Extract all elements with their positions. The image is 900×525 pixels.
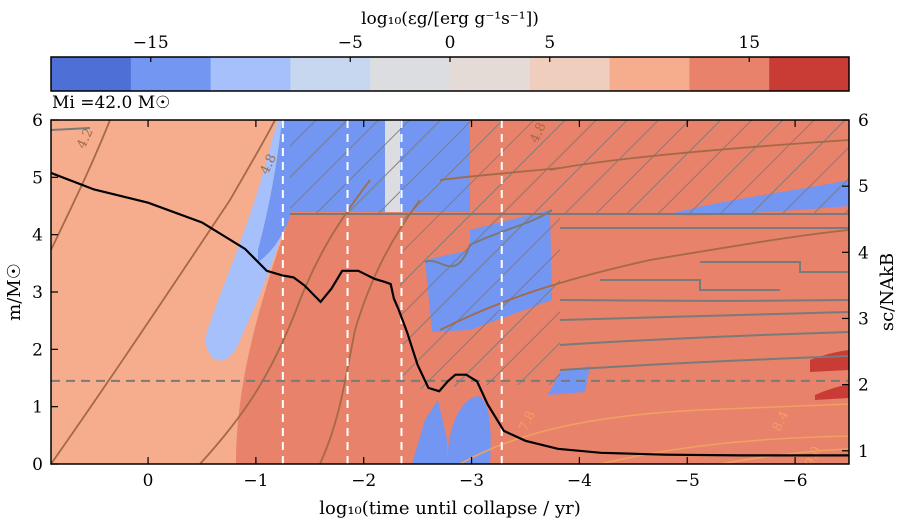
blue-core-left [258, 120, 300, 262]
x-tick-label: 0 [143, 471, 154, 491]
x-tick-label: −4 [567, 471, 592, 491]
blue-bottom-mid [447, 396, 491, 464]
hatched-region [290, 120, 849, 390]
colorbar-segment [51, 57, 132, 91]
colorbar-segment [769, 57, 850, 91]
colorbar-segment [609, 57, 690, 91]
mass-annotation: Mi =42.0 M☉ [52, 93, 170, 113]
colorbar-segment [450, 57, 531, 91]
colorbar-tick-label: 0 [445, 33, 456, 53]
red-core-low [815, 384, 849, 400]
colorbar-tick-label: 5 [544, 33, 555, 53]
y-tick-label: 2 [32, 340, 43, 360]
orange-contours [459, 403, 849, 464]
y-axis-label: m/M☉ [4, 263, 25, 321]
contour-label: 9.0 [802, 444, 824, 469]
colorbar-tick-label: 15 [738, 33, 760, 53]
y2-tick-label: 2 [858, 376, 869, 396]
colorbar-segment [290, 57, 371, 91]
y-tick-label: 3 [32, 283, 43, 303]
x-tick-label: −2 [351, 471, 376, 491]
colorbar-segment [130, 57, 212, 91]
y-tick-label: 5 [32, 168, 43, 188]
colorbar [50, 56, 850, 92]
x-tick-label: −6 [783, 471, 808, 491]
x-tick-label: −5 [675, 471, 700, 491]
y-tick-label: 1 [32, 398, 43, 418]
brown-contours [51, 120, 849, 464]
entropy-line [51, 171, 849, 457]
y2-tick-label: 5 [858, 177, 869, 197]
colorbar-segment [210, 57, 291, 91]
colorbar-tick-label: −15 [133, 33, 169, 53]
x-tick-label: −3 [459, 471, 484, 491]
colorbar-label: log₁₀(εg/[erg g⁻¹s⁻¹]) [361, 9, 539, 29]
y2-tick-label: 1 [858, 442, 869, 462]
colorbar-tick-label: −5 [338, 33, 363, 53]
y2-axis-label: sc/NAkB [877, 253, 898, 331]
plot-area: 4.24.84.87.8 8.49.0 [51, 120, 849, 469]
colorbar-segment [370, 57, 451, 91]
colorbar-segment [689, 57, 770, 91]
y2-tick-label: 4 [858, 243, 869, 263]
y-axis: 0 1 2 3 4 5 6 [32, 111, 58, 475]
y-tick-label: 0 [32, 455, 43, 475]
x-axis-label: log₁₀(time until collapse / yr) [319, 498, 581, 519]
y-tick-label: 6 [32, 111, 43, 131]
x-axis: 0 −1 −2 −3 −4 −5 −6 [143, 120, 808, 491]
y2-axis: 1 2 3 4 5 6 [842, 111, 869, 462]
dashed-vertical-lines [281, 120, 503, 464]
colorbar-segment [529, 57, 611, 91]
colorbar-ticks: −15 −5 0 5 15 [133, 33, 760, 62]
y-tick-label: 4 [32, 226, 43, 246]
grey-contours [51, 127, 849, 371]
y2-tick-label: 6 [858, 111, 869, 131]
x-tick-label: −1 [243, 471, 268, 491]
blue-bottom-left [412, 400, 447, 464]
y2-tick-label: 3 [858, 309, 869, 329]
